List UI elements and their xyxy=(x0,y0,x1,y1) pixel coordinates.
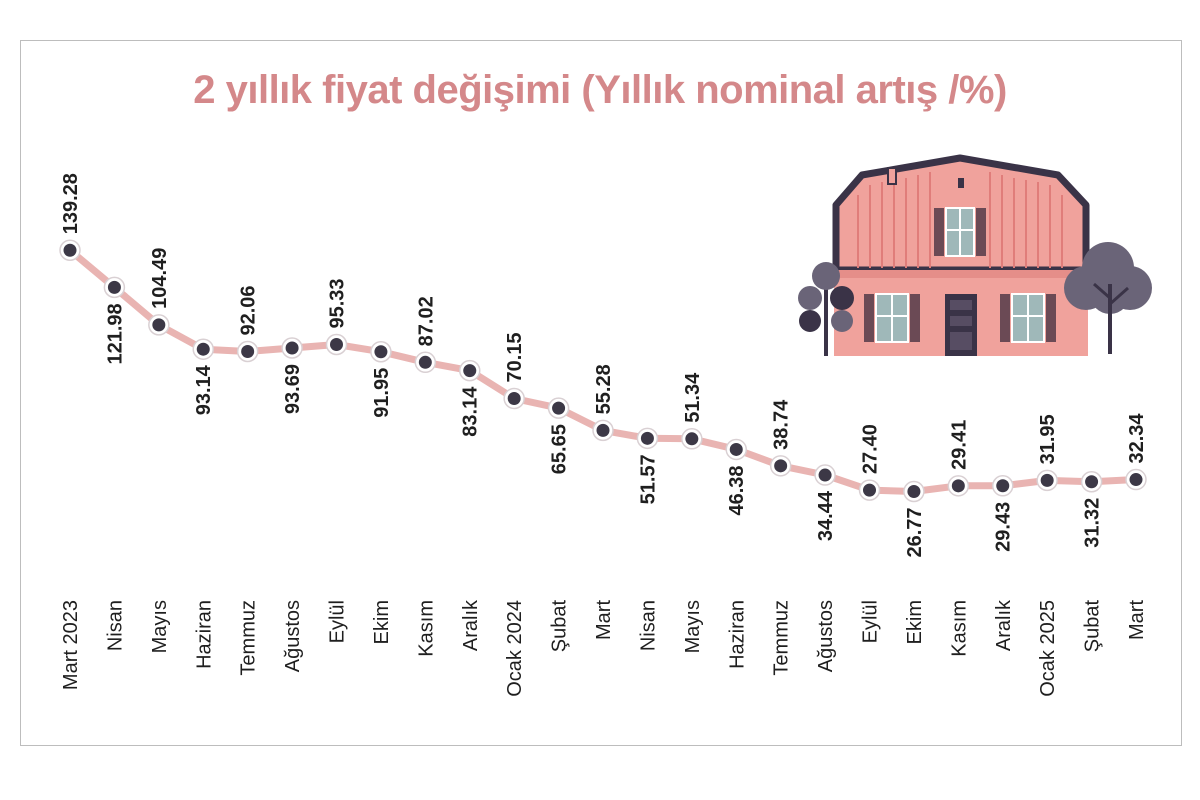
x-tick-label: Ağustos xyxy=(282,600,304,672)
x-tick-label: Nisan xyxy=(104,600,126,651)
data-label: 87.02 xyxy=(415,296,437,346)
x-tick-label: Ocak 2025 xyxy=(1037,600,1059,697)
x-tick-label: Eylül xyxy=(327,600,349,643)
x-tick-label: Eylül xyxy=(860,600,882,643)
data-label: 93.69 xyxy=(282,364,304,414)
data-point xyxy=(463,364,477,378)
data-label: 29.41 xyxy=(948,420,970,470)
data-label: 91.95 xyxy=(371,368,393,418)
data-point xyxy=(374,345,388,359)
data-point xyxy=(107,280,121,294)
data-label: 31.32 xyxy=(1082,498,1104,548)
data-label: 46.38 xyxy=(726,465,748,515)
data-point xyxy=(63,243,77,257)
x-tick-label: Mayıs xyxy=(149,600,171,653)
data-label: 121.98 xyxy=(104,303,126,364)
data-label: 93.14 xyxy=(193,364,215,415)
x-tick-label: Temmuz xyxy=(771,600,793,676)
data-point xyxy=(640,431,654,445)
data-point xyxy=(418,355,432,369)
x-tick-label: Nisan xyxy=(637,600,659,651)
x-tick-label: Ekim xyxy=(371,600,393,644)
x-tick-label: Şubat xyxy=(549,600,571,653)
data-label: 31.95 xyxy=(1037,414,1059,464)
data-label: 55.28 xyxy=(593,364,615,414)
data-point xyxy=(1085,475,1099,489)
x-tick-label: Mayıs xyxy=(682,600,704,653)
chart-title: 2 yıllık fiyat değişimi (Yıllık nominal … xyxy=(193,68,1007,112)
x-tick-label: Mart xyxy=(593,600,615,640)
data-label: 139.28 xyxy=(60,173,82,234)
data-point xyxy=(729,442,743,456)
data-label: 83.14 xyxy=(460,386,482,437)
data-label: 65.65 xyxy=(549,424,571,474)
data-point xyxy=(863,483,876,497)
data-point xyxy=(552,401,566,415)
x-tick-label: Haziran xyxy=(193,600,215,669)
data-label: 104.49 xyxy=(149,248,171,309)
data-label: 95.33 xyxy=(327,278,349,328)
data-point xyxy=(1040,473,1054,487)
data-point xyxy=(774,459,788,473)
x-tick-label: Mart 2023 xyxy=(60,600,82,690)
data-point xyxy=(818,468,832,482)
x-tick-label: Ocak 2024 xyxy=(504,600,526,697)
data-label: 34.44 xyxy=(815,490,837,541)
data-point xyxy=(685,432,699,446)
data-point xyxy=(507,391,521,405)
chart-frame xyxy=(20,40,1182,746)
data-point xyxy=(152,318,166,332)
data-point xyxy=(996,479,1010,493)
data-label: 92.06 xyxy=(238,285,260,335)
house-illustration xyxy=(832,154,1090,356)
x-tick-label: Kasım xyxy=(948,600,970,657)
data-point xyxy=(285,341,299,355)
x-tick-label: Aralık xyxy=(460,599,482,651)
data-label: 32.34 xyxy=(1126,413,1148,464)
x-tick-label: Ağustos xyxy=(815,600,837,672)
data-point xyxy=(196,342,210,356)
data-point xyxy=(907,484,921,498)
x-tick-label: Kasım xyxy=(415,600,437,657)
data-label: 51.57 xyxy=(637,454,659,504)
data-label: 26.77 xyxy=(904,507,926,557)
tree-icon xyxy=(798,262,854,356)
data-label: 27.40 xyxy=(860,424,882,474)
x-tick-label: Aralık xyxy=(993,599,1015,651)
x-tick-label: Şubat xyxy=(1082,600,1104,653)
data-point xyxy=(330,337,343,351)
x-tick-label: Mart xyxy=(1126,600,1148,640)
data-point xyxy=(241,345,255,359)
data-point xyxy=(596,423,610,437)
x-tick-label: Haziran xyxy=(726,600,748,669)
data-label: 51.34 xyxy=(682,372,704,423)
data-label: 70.15 xyxy=(504,332,526,382)
tree-icon xyxy=(1064,242,1152,354)
data-label: 38.74 xyxy=(771,399,793,450)
x-tick-label: Temmuz xyxy=(238,600,260,676)
data-label: 29.43 xyxy=(993,502,1015,552)
x-tick-label: Ekim xyxy=(904,600,926,644)
data-point xyxy=(951,479,965,493)
data-point xyxy=(1129,473,1143,487)
